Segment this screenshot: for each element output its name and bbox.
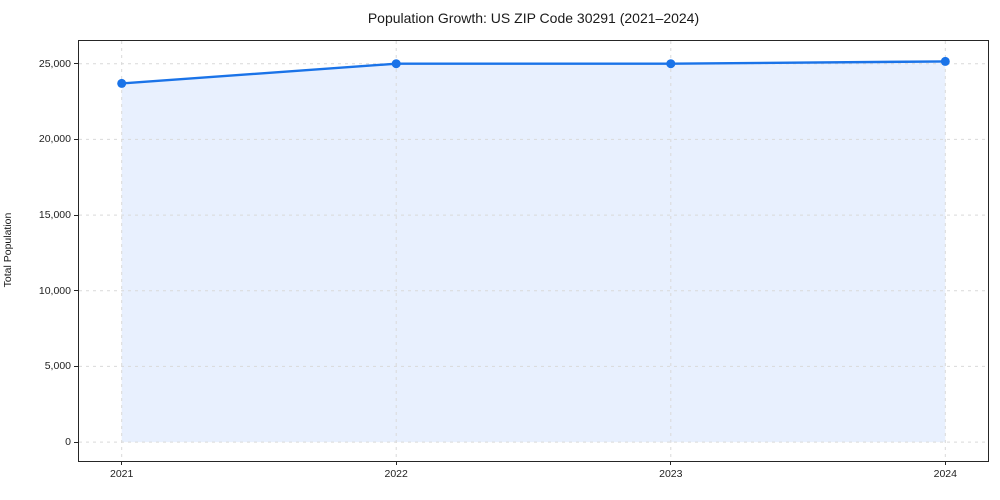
data-point-marker [666,59,676,69]
y-tick-mark [74,365,78,367]
x-tick-mark [395,461,397,465]
y-tick-mark [74,290,78,292]
x-tick-mark [121,461,123,465]
x-tick-label: 2021 [110,468,134,480]
y-tick-label: 10,000 [38,284,71,297]
x-tick-mark [944,461,946,465]
y-tick-mark [74,63,78,65]
x-tick-label: 2022 [384,468,408,480]
y-tick-label: 5,000 [44,360,71,373]
y-tick-label: 0 [65,436,71,449]
y-tick-mark [74,441,78,443]
data-point-marker [940,56,950,66]
y-tick-label: 15,000 [38,209,71,222]
y-axis-label: Total Population [2,212,14,288]
data-point-marker [391,59,401,69]
x-tick-mark [670,461,672,465]
series-area-fill [121,61,946,443]
y-tick-label: 25,000 [38,57,71,70]
y-tick-mark [74,138,78,140]
y-tick-label: 20,000 [38,133,71,146]
series-line [120,60,947,85]
chart-title: Population Growth: US ZIP Code 30291 (20… [367,10,700,26]
y-tick-mark [74,214,78,216]
plot-area [78,40,989,462]
data-point-marker [117,78,127,88]
chart-canvas [79,41,988,461]
x-tick-label: 2023 [659,468,683,480]
x-tick-label: 2024 [933,468,957,480]
